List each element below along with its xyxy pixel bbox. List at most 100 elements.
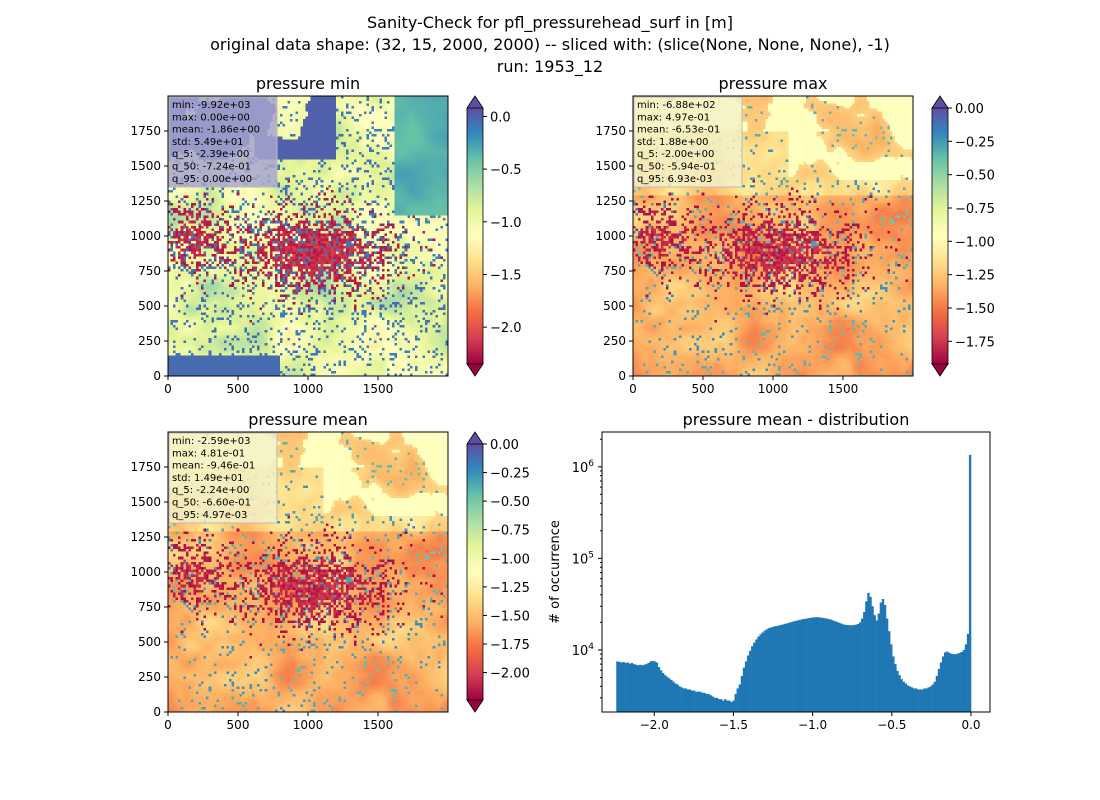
- histogram-bar: [749, 650, 752, 712]
- histogram-bar: [904, 683, 907, 712]
- histogram-bar: [759, 634, 762, 712]
- histogram-bar: [697, 691, 700, 712]
- histogram-bar: [773, 626, 777, 712]
- histogram-bar: [948, 652, 951, 712]
- figure-title-line-1: Sanity-Check for pfl_pressurehead_surf i…: [367, 13, 733, 32]
- histogram-bar: [875, 620, 878, 712]
- histogram-bar: [865, 601, 868, 712]
- histogram-bar: [651, 660, 654, 712]
- histogram-bar: [707, 694, 710, 712]
- heatmap-title-2: pressure mean: [248, 410, 368, 429]
- histogram-bar: [881, 599, 885, 712]
- y-tick-label: 1500: [595, 159, 626, 173]
- histogram-bar: [738, 684, 742, 712]
- figure-title-line-2: original data shape: (32, 15, 2000, 2000…: [210, 35, 890, 54]
- histogram-bar: [900, 679, 903, 712]
- histogram-bar: [877, 613, 881, 712]
- histogram-bar: [952, 654, 955, 712]
- histogram-bar: [861, 618, 864, 712]
- stats-line: max: 4.97e-01: [637, 112, 710, 123]
- histogram-bar: [867, 592, 870, 712]
- colorbar-frame: [931, 108, 949, 365]
- histogram-bar: [914, 688, 918, 712]
- colorbar-tick-label: −0.25: [955, 135, 995, 150]
- stats-line: std: 5.49e+01: [172, 137, 244, 148]
- heatmap-panel-0: pressure min 0 500 1000 1500 0 250 500 750 1000 12…: [130, 74, 521, 396]
- histogram-bar: [933, 681, 937, 712]
- heatmap-panel-1: pressure max 0 500 1000 1500 0 250 500 750 1000 12…: [595, 74, 994, 396]
- histogram-bar: [885, 618, 889, 712]
- histogram-bar: [823, 618, 827, 712]
- x-tick-label: 1500: [363, 382, 394, 396]
- colorbar-1: [932, 108, 948, 364]
- histogram-bar: [966, 633, 970, 712]
- histogram-bar: [944, 652, 947, 712]
- histogram-bar: [761, 632, 764, 712]
- histogram-bar: [898, 675, 901, 712]
- colorbar-tick-label: −2.00: [490, 667, 530, 682]
- histogram-bar: [950, 653, 953, 712]
- histogram-bar: [632, 664, 636, 712]
- histogram-bar: [690, 690, 694, 712]
- histogram-bar: [680, 687, 683, 712]
- histogram-bar: [798, 619, 802, 712]
- histogram-bar: [788, 622, 791, 712]
- stats-line: min: -6.88e+02: [637, 100, 716, 111]
- x-tick-label: 0: [164, 718, 172, 732]
- histogram-bar: [722, 700, 725, 712]
- stats-line: mean: -6.53e-01: [637, 125, 720, 136]
- colorbar-2: [467, 444, 483, 700]
- histogram-bar: [846, 625, 849, 712]
- histogram-bar: [728, 700, 731, 712]
- histogram-bar: [838, 622, 841, 712]
- histogram-bar: [923, 688, 926, 712]
- colorbar-extend-bottom: [466, 699, 484, 713]
- histogram-bar: [858, 622, 862, 712]
- y-tick-label: 500: [138, 635, 161, 649]
- stats-line: q_5: -2.39e+00: [172, 149, 249, 160]
- histogram-bar: [790, 621, 793, 712]
- histogram-bar: [946, 651, 949, 712]
- histogram-bar: [769, 627, 773, 712]
- stats-box: [168, 432, 278, 524]
- histogram-bar: [931, 684, 934, 712]
- colorbar-extend-top: [466, 431, 484, 445]
- histogram-bar: [892, 656, 895, 712]
- histogram-bar: [852, 625, 856, 712]
- histogram-bar: [668, 678, 671, 712]
- histogram-bar: [736, 688, 739, 712]
- histogram-bar: [730, 702, 733, 712]
- stats-line: mean: -9.46e-01: [172, 461, 255, 472]
- x-tick-label: −0.5: [877, 718, 906, 732]
- colorbar-tick-label: −1.00: [490, 552, 530, 567]
- histogram-bar: [746, 655, 750, 712]
- histogram-bar: [717, 699, 721, 712]
- y-tick-label: 1500: [130, 495, 161, 509]
- colorbar-tick-label: −0.5: [490, 163, 522, 178]
- histogram-bar: [832, 620, 835, 712]
- histogram-bar: [842, 624, 845, 712]
- colorbar-tick-label: −1.75: [955, 335, 995, 350]
- histogram-bar: [686, 689, 690, 712]
- y-tick-label: 106: [572, 459, 595, 476]
- histogram-bar: [809, 617, 812, 712]
- histogram-bar: [726, 700, 729, 712]
- histogram-bar: [678, 686, 681, 712]
- colorbar-tick-label: −0.75: [955, 202, 995, 217]
- y-tick-label: 250: [138, 670, 161, 684]
- histogram-bar: [639, 664, 642, 712]
- histogram-bar: [792, 621, 795, 712]
- histogram-bar: [827, 619, 831, 712]
- histogram-bar: [682, 688, 686, 712]
- stats-line: q_50: -5.94e-01: [637, 162, 716, 173]
- histogram-panel: pressure mean - distribution −2.0 −1.5 −1.0…: [548, 410, 991, 732]
- histogram-bar: [663, 675, 667, 712]
- histogram-bar: [765, 629, 768, 712]
- y-tick-label: 500: [138, 299, 161, 313]
- histogram-bar: [813, 617, 816, 712]
- histogram-bar: [802, 618, 806, 712]
- histogram-bar: [703, 692, 706, 712]
- histogram-bar: [763, 630, 766, 712]
- y-tick-label: 250: [603, 334, 626, 348]
- y-tick-label: 1000: [130, 229, 161, 243]
